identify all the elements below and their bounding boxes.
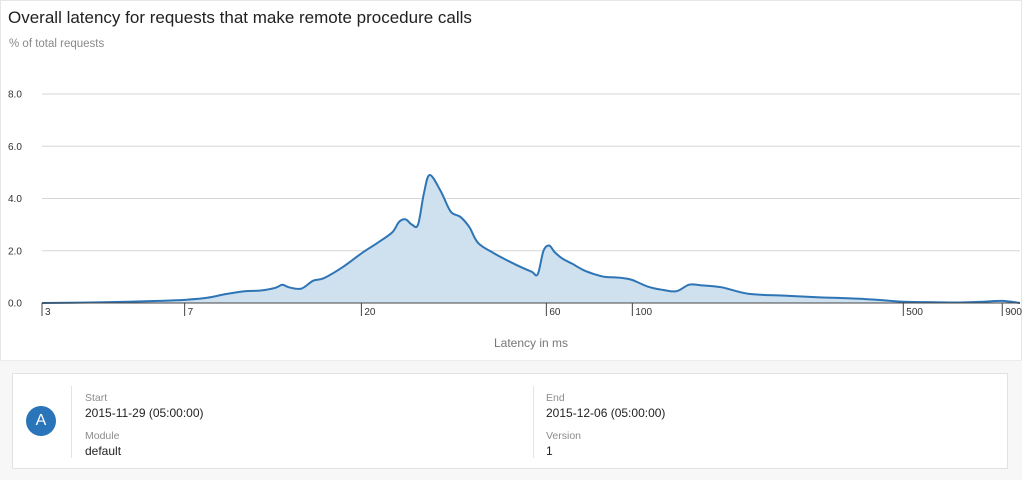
y-tick-label: 8.0	[8, 90, 22, 101]
y-tick-label: 4.0	[8, 194, 22, 205]
legend-panel: A Start 2015-11-29 (05:00:00) Module def…	[0, 360, 1022, 480]
start-label: Start	[85, 392, 108, 404]
legend-divider	[71, 386, 72, 458]
module-value: default	[85, 444, 122, 458]
series-area	[42, 174, 1020, 303]
end-value: 2015-12-06 (05:00:00)	[546, 406, 666, 420]
x-tick-label: 20	[364, 307, 376, 318]
version-value: 1	[546, 444, 553, 458]
legend-divider	[533, 386, 534, 458]
y-tick-label: 2.0	[8, 246, 22, 257]
series-line[interactable]	[41, 174, 1021, 304]
latency-chart: 0.0 2.0 4.0 6.0 8.0 3 7 20 60 100 500 900 Latency i…	[8, 90, 1022, 351]
y-tick-label: 0.0	[8, 299, 22, 310]
module-label: Module	[85, 430, 120, 442]
start-value: 2015-11-29 (05:00:00)	[85, 406, 204, 420]
y-axis-label: % of total requests	[9, 38, 105, 50]
x-tick-label: 900	[1005, 307, 1022, 318]
x-tick-label: 3	[45, 307, 51, 318]
x-axis-label: Latency in ms	[494, 336, 568, 350]
area-layer	[41, 174, 1021, 304]
x-tick-label: 60	[549, 307, 561, 318]
x-tick-label: 100	[635, 307, 652, 318]
x-tick-label: 500	[906, 307, 923, 318]
version-label: Version	[546, 430, 582, 442]
legend-card-a[interactable]: A Start 2015-11-29 (05:00:00) Module def…	[12, 373, 1008, 469]
chart-title: Overall latency for requests that make r…	[8, 8, 472, 27]
x-tick-label: 7	[188, 307, 194, 318]
series-badge: A	[26, 406, 56, 436]
end-label: End	[546, 392, 565, 404]
y-tick-label: 6.0	[8, 142, 22, 153]
axis-layer: 0.0 2.0 4.0 6.0 8.0 3 7 20 60 100 500 900	[8, 90, 1022, 319]
